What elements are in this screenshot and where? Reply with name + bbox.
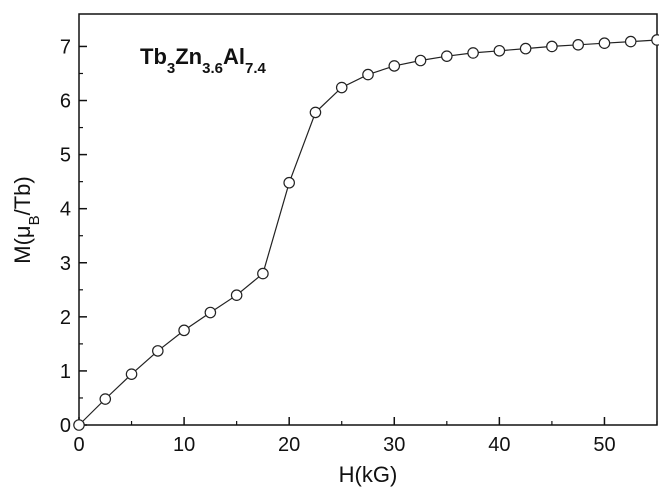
data-point: [651, 34, 659, 46]
data-point: [309, 106, 322, 119]
x-tick-label: 10: [173, 434, 195, 456]
y-tick-label: 7: [60, 36, 71, 58]
y-axis-ticks: 0 1 2 3 4 5 6 7: [60, 36, 87, 437]
y-tick-label: 5: [60, 145, 71, 167]
data-point: [624, 35, 637, 48]
y-tick-label: 6: [60, 91, 71, 113]
y-tick-label: 0: [60, 415, 71, 437]
data-point: [257, 267, 269, 280]
plot-frame: [78, 13, 658, 426]
x-tick-label: 50: [593, 434, 615, 456]
data-point: [519, 42, 532, 55]
data-point: [388, 60, 401, 72]
data-point: [546, 40, 558, 53]
data-point: [204, 306, 217, 319]
data-point: [493, 44, 506, 57]
data-point: [335, 81, 348, 94]
series-line: [78, 39, 658, 426]
x-tick-label: 20: [278, 434, 300, 456]
y-tick-label: 4: [60, 199, 71, 221]
x-tick-label: 30: [383, 434, 405, 456]
data-point: [598, 37, 611, 50]
data-point: [178, 324, 190, 337]
data-point: [441, 50, 453, 62]
y-axis-label: M(μB/Tb): [10, 176, 43, 263]
data-point: [152, 345, 164, 357]
y-tick-label: 2: [60, 307, 71, 329]
data-point: [467, 47, 479, 59]
x-axis-label: H(kG): [339, 462, 398, 487]
x-tick-label: 40: [488, 434, 510, 456]
data-point: [230, 289, 243, 302]
data-point: [73, 419, 85, 431]
y-tick-label: 1: [60, 361, 71, 383]
chart-title: Tb3Zn3.6Al7.4: [140, 44, 266, 77]
x-axis-ticks: 0 10 20 30 40 50: [73, 417, 658, 456]
x-tick-label: 0: [73, 434, 84, 456]
y-tick-label: 3: [60, 253, 71, 275]
data-point: [362, 68, 374, 81]
data-point: [125, 368, 138, 380]
data-point: [414, 54, 427, 67]
data-point: [572, 39, 584, 51]
data-point: [99, 393, 112, 405]
data-point: [283, 176, 295, 189]
series-layer: [73, 34, 659, 431]
